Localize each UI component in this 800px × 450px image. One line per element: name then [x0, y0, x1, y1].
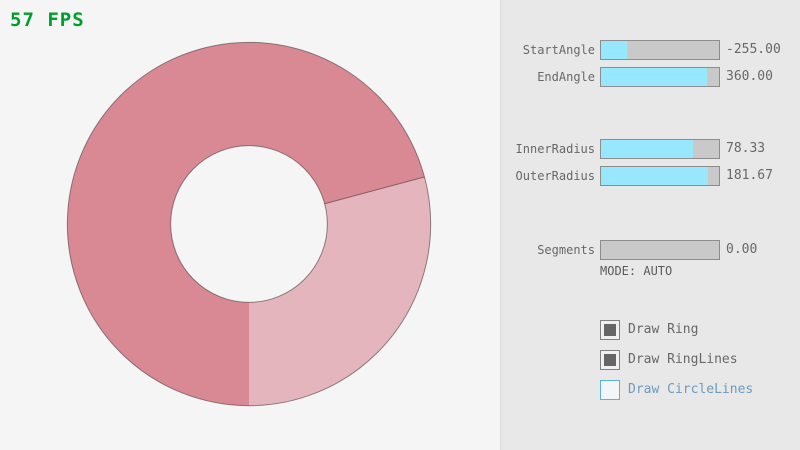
segments-row: Segments 0.00	[501, 240, 800, 260]
ring-inner-outline	[170, 145, 328, 303]
outer-radius-slider-fill	[601, 167, 709, 185]
draw-ring-check-mark	[604, 324, 616, 336]
segments-label: Segments	[537, 243, 595, 257]
control-panel: MODE: AUTO StartAngle -255.00 EndAngle 360.…	[500, 0, 800, 450]
inner-radius-slider-fill	[601, 140, 694, 158]
draw-ring-lines-checkbox-box[interactable]	[600, 350, 620, 370]
segments-value: 0.00	[726, 242, 758, 257]
inner-radius-label: InnerRadius	[515, 142, 595, 156]
ring-end-line	[324, 176, 425, 205]
ring-outer-outline	[66, 41, 432, 407]
segments-mode-label: MODE: AUTO	[600, 264, 673, 278]
outer-radius-row: OuterRadius 181.67	[501, 166, 800, 186]
start-angle-slider[interactable]	[600, 40, 720, 60]
draw-circle-lines-checkbox-label[interactable]: Draw CircleLines	[628, 382, 754, 397]
segments-slider[interactable]	[600, 240, 720, 260]
draw-circle-lines-checkbox-box[interactable]	[600, 380, 620, 400]
end-angle-value: 360.00	[726, 69, 773, 84]
inner-radius-value: 78.33	[726, 141, 766, 156]
outer-radius-label: OuterRadius	[515, 169, 595, 183]
draw-ring-lines-check-mark	[604, 354, 616, 366]
start-angle-label: StartAngle	[522, 43, 595, 57]
outer-radius-slider[interactable]	[600, 166, 720, 186]
fps-counter: 57 FPS	[10, 9, 85, 31]
start-angle-row: StartAngle -255.00	[501, 40, 800, 60]
end-angle-row: EndAngle 360.00	[501, 67, 800, 87]
inner-radius-row: InnerRadius 78.33	[501, 139, 800, 159]
end-angle-slider-fill	[601, 68, 708, 86]
draw-ring-checkbox-label[interactable]: Draw Ring	[628, 322, 699, 337]
start-angle-slider-fill	[601, 41, 627, 59]
end-angle-label: EndAngle	[537, 70, 595, 84]
draw-ring-checkbox-box[interactable]	[600, 320, 620, 340]
end-angle-slider[interactable]	[600, 67, 720, 87]
inner-radius-slider[interactable]	[600, 139, 720, 159]
ring-canvas	[66, 41, 432, 407]
start-angle-value: -255.00	[726, 42, 781, 57]
outer-radius-value: 181.67	[726, 168, 773, 183]
draw-ring-lines-checkbox-label[interactable]: Draw RingLines	[628, 352, 738, 367]
ring-single-pass-wedge	[249, 176, 431, 406]
